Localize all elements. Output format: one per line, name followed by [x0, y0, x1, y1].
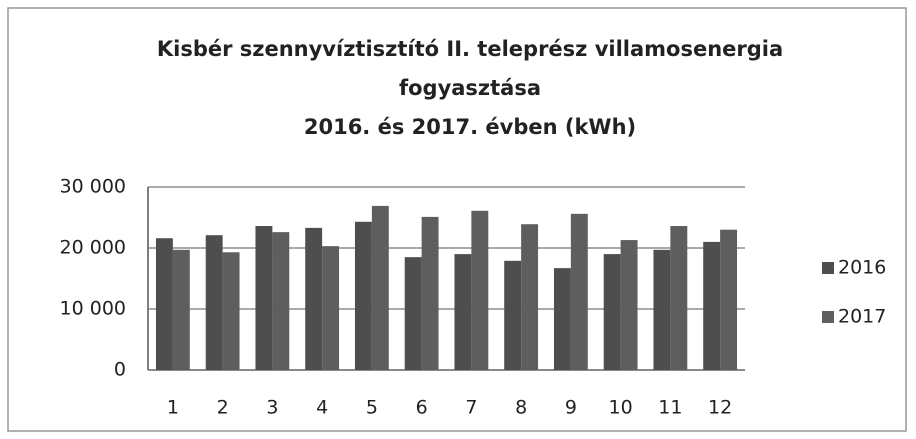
legend-swatch — [822, 311, 834, 323]
y-tick-label: 30 000 — [60, 176, 126, 198]
bar — [670, 226, 688, 370]
bar — [720, 229, 738, 370]
bar — [255, 226, 273, 370]
y-tick-label: 20 000 — [60, 237, 126, 259]
bar — [703, 241, 721, 370]
x-tick-label: 11 — [658, 397, 682, 419]
chart-title: Kisbér szennyvíztisztító II. teleprész v… — [157, 37, 783, 61]
bar — [205, 235, 223, 370]
legend-label: 2017 — [838, 306, 886, 328]
x-tick-label: 3 — [266, 397, 278, 419]
x-tick-label: 5 — [366, 397, 378, 419]
bar — [272, 232, 290, 370]
y-tick-label: 0 — [114, 359, 126, 381]
bar — [653, 249, 671, 370]
chart-title: 2016. és 2017. évben (kWh) — [304, 115, 636, 139]
x-tick-label: 9 — [565, 397, 577, 419]
chart-title: fogyasztása — [399, 76, 541, 100]
x-tick-label: 7 — [465, 397, 477, 419]
bar — [454, 254, 472, 370]
x-tick-label: 2 — [217, 397, 229, 419]
bar — [521, 224, 539, 370]
x-tick-label: 6 — [416, 397, 428, 419]
bar — [504, 260, 522, 370]
bar — [603, 254, 621, 370]
x-tick-label: 12 — [708, 397, 732, 419]
bar — [305, 227, 323, 370]
bar — [155, 238, 173, 370]
x-tick-label: 4 — [316, 397, 328, 419]
bar — [620, 240, 638, 370]
y-tick-label: 10 000 — [60, 298, 126, 320]
bar — [404, 257, 422, 370]
x-tick-label: 10 — [609, 397, 633, 419]
legend-label: 2016 — [838, 257, 886, 279]
bar — [371, 205, 389, 370]
bar — [570, 213, 588, 370]
bar — [354, 221, 372, 370]
bar — [222, 252, 240, 370]
x-tick-label: 8 — [515, 397, 527, 419]
bar — [322, 246, 340, 370]
bar — [172, 249, 190, 370]
bar — [553, 268, 571, 370]
legend-swatch — [822, 262, 834, 274]
bar — [471, 210, 489, 370]
x-tick-label: 1 — [167, 397, 179, 419]
bar — [421, 216, 439, 370]
